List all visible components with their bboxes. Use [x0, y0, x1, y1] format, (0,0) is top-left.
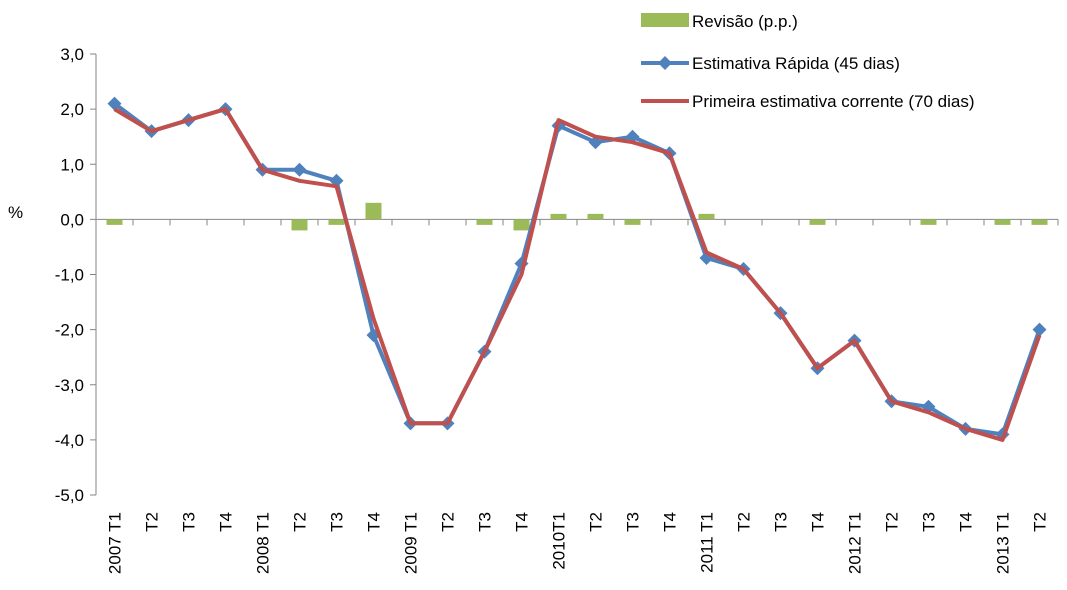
y-tick-label: -1,0 — [55, 266, 84, 285]
bar-revisao — [624, 219, 641, 225]
bar-revisao — [291, 219, 308, 231]
bar-revisao — [698, 213, 715, 220]
y-tick-label: 0,0 — [60, 210, 84, 229]
y-tick-label: 2,0 — [60, 100, 84, 119]
y-tick-label: 1,0 — [60, 155, 84, 174]
point-estimativa-rapida — [292, 162, 307, 177]
point-estimativa-rapida — [1032, 322, 1047, 337]
point-estimativa-rapida — [107, 96, 122, 111]
y-axis-label: % — [8, 203, 23, 222]
x-tick-label: T4 — [957, 512, 976, 532]
x-tick-label: 2009 T1 — [402, 512, 421, 574]
x-tick-label: T2 — [291, 512, 310, 532]
x-tick-label: T3 — [180, 512, 199, 532]
legend-marker-estimativa-rapida — [658, 56, 672, 70]
x-tick-label: T3 — [920, 512, 939, 532]
bar-revisao — [513, 219, 530, 231]
bar-revisao — [328, 219, 345, 225]
x-tick-label: 2007 T1 — [106, 512, 125, 574]
x-ticks: 2007 T1 T2 T3 T4 2008 T1 T2 T3 T4 2009 T1 T2 T3 T4 2… — [95, 219, 1059, 574]
x-tick-label: T2 — [439, 512, 458, 532]
legend-swatch-revisao — [641, 13, 689, 27]
bar-series — [106, 202, 1048, 231]
line-series — [107, 96, 1047, 442]
x-tick-label: 2008 T1 — [254, 512, 273, 574]
x-tick-label: T4 — [661, 512, 680, 532]
y-tick-label: -3,0 — [55, 376, 84, 395]
x-tick-label: 2010T1 — [550, 512, 569, 570]
y-tick-label: -4,0 — [55, 431, 84, 450]
x-tick-label: T3 — [328, 512, 347, 532]
x-tick-label: T3 — [772, 512, 791, 532]
bar-revisao — [106, 219, 123, 225]
bar-revisao — [587, 213, 604, 220]
x-tick-label: T4 — [513, 512, 532, 532]
bar-revisao — [809, 219, 826, 225]
bar-revisao — [920, 219, 937, 225]
x-tick-label: T2 — [735, 512, 754, 532]
x-tick-label: T4 — [365, 512, 384, 532]
axes: 3,0 2,0 1,0 0,0 -1,0 -2,0 -3,0 -4,0 -5,0 2007 T1… — [55, 45, 1059, 574]
legend-label-revisao: Revisão (p.p.) — [692, 12, 798, 31]
y-ticks: 3,0 2,0 1,0 0,0 -1,0 -2,0 -3,0 -4,0 -5,0 — [55, 45, 96, 505]
line-primeira-estimativa — [113, 107, 1042, 442]
x-tick-label: T2 — [143, 512, 162, 532]
x-tick-label: T2 — [587, 512, 606, 532]
x-tick-label: 2012 T1 — [846, 512, 865, 574]
bar-revisao — [550, 213, 567, 220]
bar-revisao — [994, 219, 1011, 225]
x-tick-label: T3 — [624, 512, 643, 532]
bar-revisao — [1031, 219, 1048, 225]
x-tick-label: T2 — [1031, 512, 1050, 532]
x-tick-label: 2011 T1 — [698, 512, 717, 573]
y-tick-label: -5,0 — [55, 486, 84, 505]
y-tick-label: -2,0 — [55, 321, 84, 340]
x-tick-label: 2013 T1 — [994, 512, 1013, 574]
legend: Revisão (p.p.) Estimativa Rápida (45 dia… — [641, 12, 974, 111]
x-tick-label: T2 — [883, 512, 902, 532]
bar-revisao — [476, 219, 493, 225]
legend-label-estimativa-rapida: Estimativa Rápida (45 dias) — [692, 54, 900, 73]
x-tick-label: T3 — [476, 512, 495, 532]
y-tick-label: 3,0 — [60, 45, 84, 64]
bar-revisao — [365, 202, 382, 220]
legend-label-primeira-estimativa: Primeira estimativa corrente (70 dias) — [692, 92, 974, 111]
x-tick-label: T4 — [217, 512, 236, 532]
x-tick-label: T4 — [809, 512, 828, 532]
